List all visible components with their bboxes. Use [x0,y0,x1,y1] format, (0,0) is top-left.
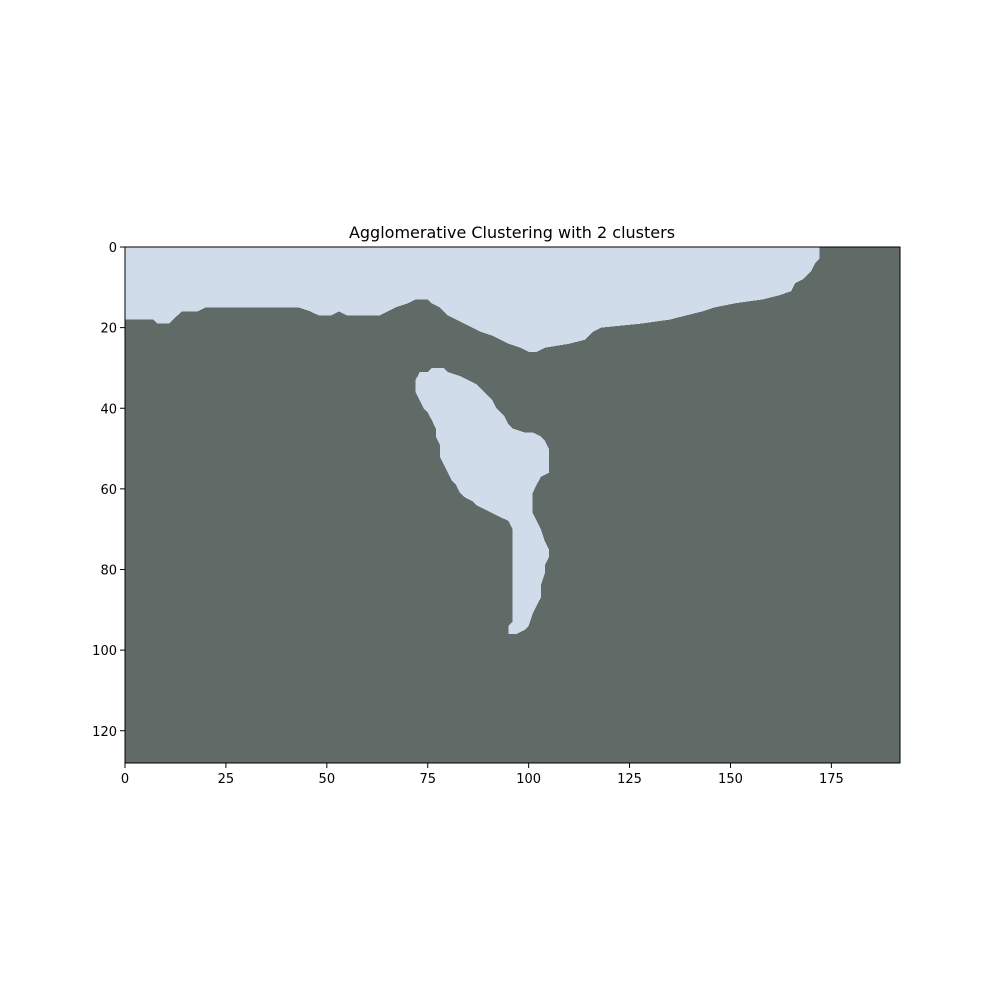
x-tick-label: 50 [319,772,336,787]
plot-frame [124,246,901,764]
x-axis: 0 25 50 75 100 125 150 175 [121,763,844,787]
plot-area [124,246,901,764]
x-tick-label: 175 [819,772,844,787]
cluster-region-2 [415,367,549,634]
x-tick-label: 150 [718,772,743,787]
x-tick-label: 100 [516,772,541,787]
x-tick-label: 75 [419,772,436,787]
chart-title: Agglomerative Clustering with 2 clusters [349,223,675,242]
y-tick-label: 40 [100,402,117,417]
y-tick-label: 60 [100,483,117,498]
y-tick-label: 80 [100,564,117,579]
y-axis: 0 20 40 60 80 100 120 [92,241,125,740]
x-tick-label: 0 [121,772,129,787]
x-tick-label: 125 [617,772,642,787]
y-tick-label: 0 [109,241,117,256]
y-tick-label: 20 [100,322,117,337]
cluster-region-1 [125,247,820,352]
x-tick-label: 25 [218,772,235,787]
y-tick-label: 100 [92,644,117,659]
y-tick-label: 120 [92,725,117,740]
